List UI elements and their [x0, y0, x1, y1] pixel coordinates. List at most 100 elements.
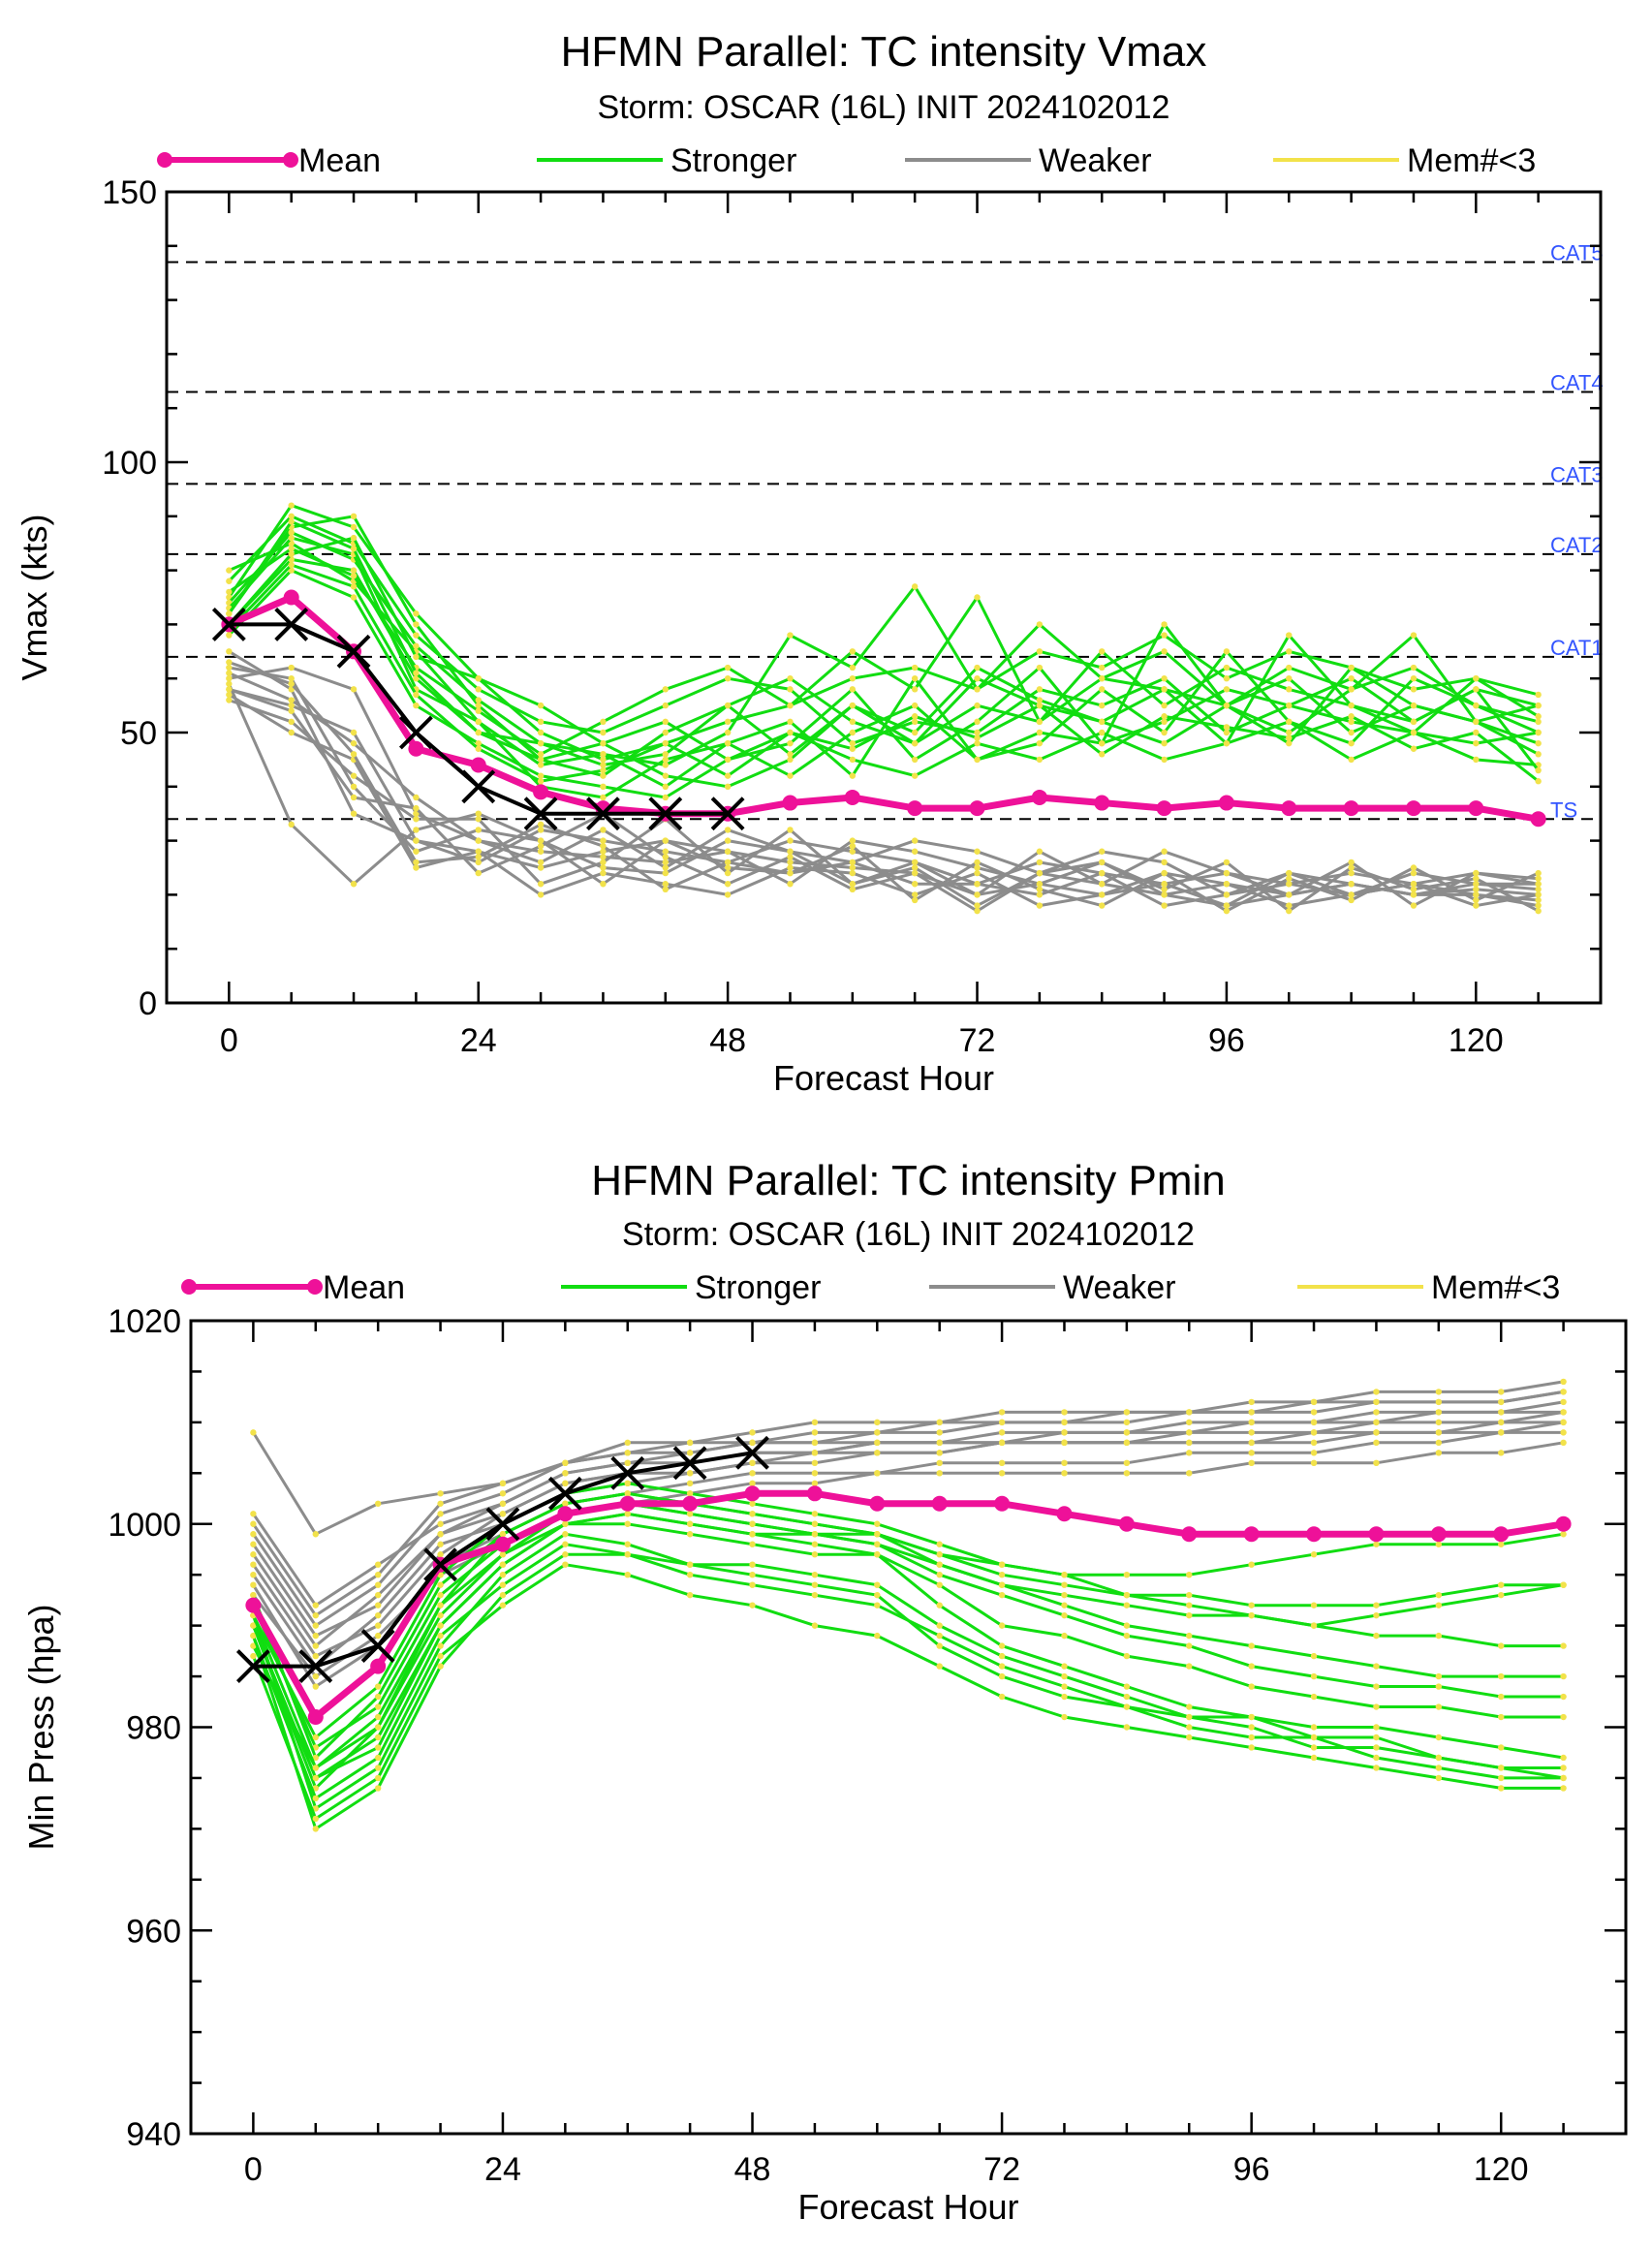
- member-point: [1099, 859, 1106, 866]
- member-point: [1348, 859, 1355, 866]
- member-point: [911, 772, 919, 779]
- member-point: [1348, 702, 1355, 709]
- member-point: [1123, 1602, 1131, 1609]
- member-point: [1498, 1785, 1505, 1792]
- mean-point: [533, 784, 549, 800]
- member-point: [1248, 1713, 1255, 1721]
- y-tick-label: 960: [126, 1913, 181, 1950]
- member-point: [974, 756, 981, 764]
- member-point: [998, 1663, 1006, 1670]
- member-point: [1099, 739, 1106, 747]
- member-point: [1161, 648, 1168, 655]
- ref-label-cat1: CAT1: [1550, 636, 1604, 660]
- member-point: [312, 1774, 319, 1782]
- member-point: [1498, 1693, 1505, 1701]
- member-point: [1410, 881, 1418, 888]
- member-point: [312, 1744, 319, 1751]
- stronger-member-9: [226, 534, 1542, 790]
- member-point: [475, 697, 482, 703]
- member-point: [437, 1632, 444, 1640]
- member-point: [749, 1511, 756, 1517]
- member-point: [226, 588, 233, 596]
- category-lines: CAT5 CAT4 CAT3 CAT2 CAT1 TS: [167, 241, 1604, 822]
- member-point: [1161, 718, 1168, 726]
- member-point: [724, 891, 732, 898]
- member-point: [1123, 1429, 1131, 1436]
- member-point: [226, 691, 233, 699]
- member-point: [936, 1419, 943, 1426]
- member-line: [228, 563, 1540, 783]
- member-point: [1560, 1531, 1567, 1538]
- mean-point: [1218, 795, 1234, 811]
- member-point: [413, 653, 420, 661]
- member-point: [1036, 848, 1044, 855]
- member-point: [974, 869, 981, 877]
- member-point: [475, 729, 482, 736]
- member-point: [662, 783, 669, 790]
- member-point: [849, 881, 857, 888]
- member-point: [1310, 1754, 1318, 1762]
- member-point: [1161, 886, 1168, 893]
- best-track-marker: [586, 797, 620, 831]
- member-point: [1123, 1632, 1131, 1640]
- member-point: [350, 546, 358, 552]
- mean-point: [682, 1495, 699, 1512]
- member-point: [1286, 664, 1293, 672]
- member-point: [537, 778, 545, 785]
- member-point: [1310, 1672, 1318, 1680]
- member-point: [787, 739, 794, 747]
- member-point: [974, 729, 981, 736]
- member-point: [1036, 729, 1044, 736]
- member-point: [811, 1551, 819, 1558]
- best-track-marker: [336, 634, 371, 669]
- member-point: [662, 751, 669, 758]
- member-point: [974, 848, 981, 855]
- legend-marker: [157, 152, 172, 168]
- member-point: [1560, 1378, 1567, 1386]
- member-point: [1310, 1551, 1318, 1558]
- member-point: [600, 827, 607, 833]
- member-point: [413, 691, 420, 699]
- member-point: [250, 1551, 257, 1558]
- member-point: [1435, 1439, 1443, 1447]
- member-point: [250, 1571, 257, 1578]
- member-point: [874, 1439, 881, 1447]
- member-point: [1099, 881, 1106, 888]
- member-point: [562, 1531, 569, 1538]
- member-point: [1348, 891, 1355, 898]
- member-point: [787, 729, 794, 736]
- member-point: [662, 837, 669, 844]
- member-point: [911, 848, 919, 855]
- member-point: [624, 1459, 631, 1467]
- member-point: [1348, 869, 1355, 877]
- mean-point: [370, 1658, 387, 1674]
- member-point: [1473, 902, 1480, 909]
- member-point: [600, 864, 607, 871]
- member-point: [936, 1581, 943, 1588]
- member-line: [252, 1421, 1564, 1658]
- member-point: [1348, 718, 1355, 726]
- member-point: [1473, 875, 1480, 882]
- member-point: [1248, 1409, 1255, 1416]
- member-point: [1310, 1398, 1318, 1406]
- legend-item-mem-3: Mem#<3: [1273, 142, 1536, 179]
- member-point: [1560, 1693, 1567, 1701]
- member-point: [226, 697, 233, 703]
- member-point: [1410, 891, 1418, 898]
- member-point: [374, 1724, 382, 1731]
- member-point: [499, 1551, 507, 1558]
- member-point: [1373, 1611, 1380, 1619]
- member-point: [413, 837, 420, 844]
- member-point: [974, 718, 981, 726]
- member-point: [998, 1642, 1006, 1649]
- member-point: [749, 1439, 756, 1447]
- member-point: [1061, 1611, 1068, 1619]
- member-point: [874, 1470, 881, 1477]
- member-point: [998, 1693, 1006, 1701]
- member-point: [1435, 1765, 1443, 1771]
- plot-data: [211, 502, 1546, 915]
- member-point: [1186, 1632, 1193, 1640]
- member-point: [350, 567, 358, 574]
- member-point: [686, 1591, 694, 1599]
- member-point: [662, 794, 669, 801]
